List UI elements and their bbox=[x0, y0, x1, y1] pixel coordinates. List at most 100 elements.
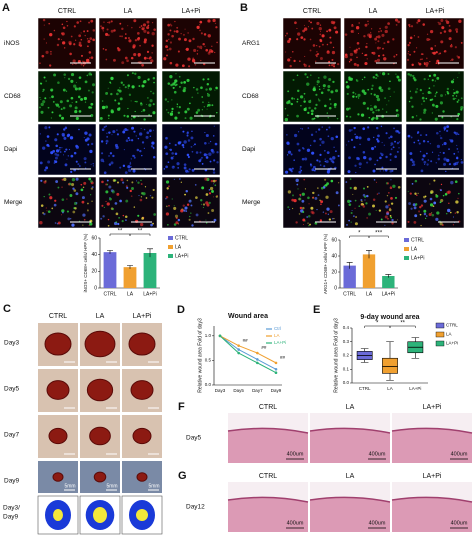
cell bbox=[457, 99, 460, 101]
cell bbox=[344, 33, 348, 36]
cell bbox=[105, 142, 108, 145]
row-label: Day5 bbox=[4, 386, 20, 393]
cell bbox=[76, 21, 80, 24]
cell bbox=[397, 20, 400, 24]
cell bbox=[429, 98, 432, 102]
cell bbox=[428, 87, 431, 90]
cell bbox=[64, 77, 66, 79]
cell bbox=[318, 86, 320, 88]
cell bbox=[391, 222, 394, 225]
cell bbox=[77, 95, 81, 99]
cell bbox=[75, 39, 77, 41]
cell bbox=[122, 83, 125, 87]
cell bbox=[57, 221, 61, 225]
cell bbox=[151, 44, 154, 47]
scale-label: 5mm bbox=[106, 483, 117, 489]
cell bbox=[455, 156, 459, 160]
cell bbox=[306, 148, 311, 152]
cell bbox=[105, 190, 109, 194]
cell bbox=[363, 34, 366, 38]
cell bbox=[101, 26, 105, 30]
cell bbox=[105, 125, 107, 127]
cell bbox=[379, 72, 381, 74]
cell bbox=[181, 143, 185, 147]
cell bbox=[434, 95, 437, 98]
column-header: CTRL bbox=[259, 473, 277, 480]
cell bbox=[69, 136, 74, 140]
cell bbox=[409, 90, 412, 93]
cell bbox=[452, 216, 454, 218]
cell bbox=[316, 44, 318, 47]
cell bbox=[181, 64, 185, 68]
cell bbox=[381, 166, 384, 169]
cell bbox=[312, 165, 316, 169]
cell bbox=[443, 141, 447, 146]
cell bbox=[299, 193, 302, 196]
cell bbox=[190, 204, 193, 207]
cell bbox=[64, 47, 66, 49]
cell bbox=[431, 79, 434, 82]
cell bbox=[425, 215, 428, 217]
cell bbox=[440, 183, 443, 186]
column-header: CTRL bbox=[49, 313, 67, 320]
cell bbox=[316, 159, 319, 162]
cell bbox=[379, 88, 384, 93]
cell bbox=[70, 96, 74, 100]
cell bbox=[354, 199, 357, 202]
cell bbox=[153, 81, 155, 84]
cell bbox=[199, 45, 203, 49]
cell bbox=[448, 37, 452, 41]
cell bbox=[178, 223, 180, 225]
cell bbox=[372, 111, 375, 114]
cell bbox=[284, 35, 287, 37]
cell bbox=[433, 85, 435, 87]
cell bbox=[83, 157, 87, 161]
cell bbox=[116, 192, 120, 196]
cell bbox=[319, 144, 322, 146]
cell bbox=[320, 91, 324, 95]
cell bbox=[166, 54, 168, 57]
cell bbox=[382, 108, 384, 110]
line bbox=[219, 335, 277, 364]
cell bbox=[105, 139, 109, 143]
bar bbox=[143, 253, 157, 288]
cell bbox=[202, 203, 206, 206]
cell bbox=[362, 151, 366, 154]
cell bbox=[455, 28, 459, 32]
cell bbox=[407, 134, 411, 138]
cell bbox=[169, 29, 172, 32]
cell bbox=[71, 63, 74, 66]
cell bbox=[176, 103, 179, 106]
cell bbox=[288, 101, 291, 104]
epidermis bbox=[227, 427, 309, 434]
cell bbox=[141, 27, 145, 31]
cell bbox=[436, 76, 440, 80]
cell bbox=[207, 51, 211, 55]
cell bbox=[347, 199, 351, 203]
cell bbox=[65, 148, 68, 151]
cell bbox=[453, 92, 456, 95]
cell bbox=[207, 212, 210, 214]
cell bbox=[209, 140, 212, 143]
cell bbox=[290, 56, 292, 59]
cell bbox=[296, 74, 299, 77]
cell bbox=[354, 164, 357, 167]
cell bbox=[414, 214, 418, 218]
cell bbox=[87, 210, 89, 212]
cell bbox=[205, 88, 208, 91]
cell bbox=[132, 154, 135, 158]
cell bbox=[425, 57, 428, 60]
cell bbox=[310, 21, 312, 24]
cell bbox=[297, 131, 300, 133]
cell bbox=[323, 165, 326, 168]
cell bbox=[350, 212, 353, 215]
cell bbox=[373, 179, 376, 181]
cell bbox=[92, 38, 95, 42]
cell bbox=[446, 129, 449, 132]
wound bbox=[84, 330, 116, 358]
cell bbox=[357, 113, 360, 116]
cell bbox=[72, 210, 76, 214]
cell bbox=[419, 118, 422, 121]
cell bbox=[443, 157, 447, 161]
cell bbox=[368, 157, 372, 161]
